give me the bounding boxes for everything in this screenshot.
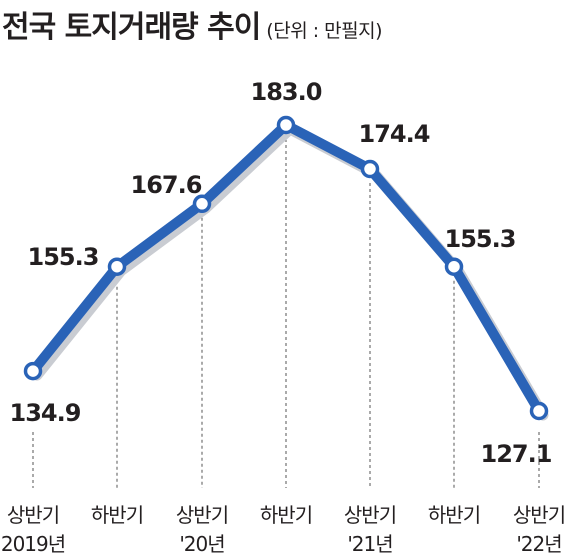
chart-title-block: 전국 토지거래량 추이 (단위 : 만필지) [2, 2, 383, 46]
value-label: 155.3 [28, 243, 99, 271]
data-point [529, 401, 549, 421]
data-point [360, 159, 380, 179]
data-point [192, 194, 212, 214]
data-point [107, 257, 127, 276]
value-label: 134.9 [10, 399, 81, 427]
x-tick-label: 하반기 [91, 503, 143, 527]
x-tick-label: 하반기 [428, 503, 480, 527]
x-tick-label: 상반기 [176, 503, 228, 527]
x-tick-label: 상반기 [7, 503, 59, 527]
x-year-label: '21년 [347, 532, 392, 556]
data-point [23, 361, 43, 381]
x-year-label: '22년 [516, 532, 561, 556]
x-tick-label: 상반기 [513, 503, 565, 527]
x-year-label: 2019년 [1, 532, 65, 556]
value-label: 183.0 [251, 78, 322, 106]
data-point [444, 257, 464, 276]
x-year-label: '20년 [179, 532, 224, 556]
chart-title: 전국 토지거래량 추이 [2, 10, 261, 45]
value-label: 155.3 [445, 225, 516, 253]
chart-unit: (단위 : 만필지) [266, 20, 383, 42]
data-point [276, 115, 296, 135]
x-tick-label: 상반기 [344, 503, 396, 527]
value-label: 174.4 [359, 120, 430, 148]
value-label: 127.1 [481, 440, 552, 468]
value-label: 167.6 [131, 171, 202, 199]
x-tick-label: 하반기 [260, 503, 312, 527]
